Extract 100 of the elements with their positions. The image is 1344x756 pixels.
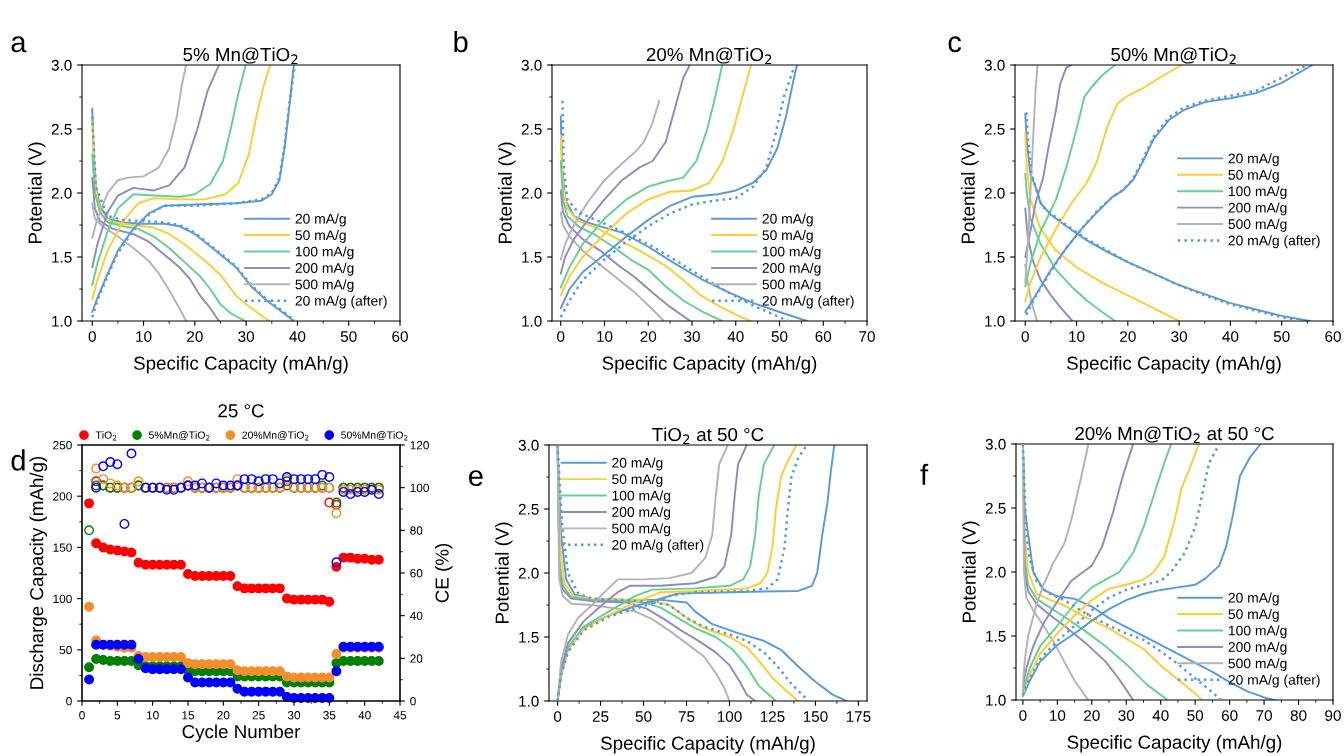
y-axis-title: Potential (V) (495, 522, 513, 624)
x-tick-label: 5 (114, 711, 121, 720)
y-tick-label: 3.0 (51, 59, 72, 71)
y-tick-label: 1.0 (522, 315, 542, 327)
x-tick-label: 0 (88, 331, 96, 342)
chart-title: 20% Mn@TiO$_{2}$ (646, 47, 772, 65)
y-tick-label: 1.0 (985, 315, 1005, 327)
y-tick-label: 200 (53, 492, 72, 501)
legend-label: 20 mA/g (after) (1228, 235, 1320, 249)
chart-title: 5% Mn@TiO$_{2}$ (183, 47, 298, 65)
x-tick-label: 80 (1290, 710, 1307, 721)
text: e (468, 470, 483, 487)
x-tick-label: 90 (1325, 710, 1341, 721)
y-tick-label: 250 (53, 441, 72, 450)
y-tick-label: 100 (53, 594, 72, 603)
x-tick-label: 50 (340, 331, 357, 342)
legend-label: 20 mA/g (612, 457, 663, 471)
y-tick-label: 1.5 (52, 252, 72, 263)
x-tick-label: 60 (1221, 710, 1238, 721)
y-axis-title: Potential (V) (962, 521, 980, 623)
chart-title: 20% Mn@TiO$_{2}$ at 50 °C (1075, 426, 1274, 444)
legend-label: TiO$_{2}$ (95, 431, 117, 441)
x-tick-label: 15 (182, 711, 195, 720)
legend-label: 5%Mn@TiO$_{2}$ (148, 431, 210, 441)
legend-label: 200 mA/g (762, 262, 821, 276)
x-tick-label: 75 (678, 711, 695, 722)
text: d (11, 449, 25, 471)
y-tick-label: 2.0 (521, 187, 542, 199)
legend-label: 100 mA/g (1228, 625, 1287, 639)
y-tick-label: 1.5 (519, 632, 539, 643)
x-tick-label: 10 (1050, 710, 1066, 721)
y-tick-label: 2.0 (984, 187, 1005, 199)
y-tick-label: 2.5 (51, 123, 72, 135)
y2-tick-label: 40 (409, 611, 423, 621)
legend-label: 50%Mn@TiO$_{2}$ (341, 431, 408, 441)
legend-label: 500 mA/g (1228, 658, 1287, 672)
legend-label: 200 mA/g (1228, 641, 1287, 655)
y-tick-label: 0 (66, 697, 72, 706)
x-tick-label: 0 (1021, 331, 1029, 342)
x-tick-label: 20 (640, 331, 657, 342)
x-tick-label: 20 (1120, 331, 1136, 342)
y-tick-label: 2.0 (518, 567, 539, 579)
legend-label: 20 mA/g (1228, 592, 1279, 606)
y-tick-label: 1.5 (986, 631, 1006, 642)
chart-title: 25 °C (218, 404, 264, 418)
text: f (920, 463, 929, 485)
x-tick-label: 0 (79, 711, 85, 720)
y-tick-label: 1.5 (522, 252, 542, 263)
legend-label: 500 mA/g (612, 523, 671, 537)
x-tick-label: 30 (684, 331, 700, 342)
y-tick-label: 3.0 (984, 59, 1005, 71)
y-tick-label: 1.5 (985, 252, 1005, 263)
x-tick-label: 70 (859, 331, 875, 342)
y-tick-label: 3.0 (518, 439, 539, 451)
y2-axis-title: CE (%) (434, 543, 453, 603)
x-axis-title: Specific Capacity (mAh/g) (134, 356, 348, 374)
y-tick-label: 2.5 (518, 503, 539, 515)
x-tick-label: 20 (217, 711, 230, 720)
legend-label: 20 mA/g (762, 213, 813, 227)
x-tick-label: 60 (392, 331, 408, 342)
x-tick-label: 40 (358, 711, 371, 720)
y2-tick-label: 0 (410, 697, 416, 706)
x-tick-label: 35 (323, 711, 336, 720)
legend-label: 100 mA/g (762, 246, 821, 260)
y-axis-title: Potential (V) (28, 142, 46, 244)
y-tick-label: 2.0 (51, 187, 72, 199)
y-tick-label: 2.5 (521, 123, 542, 135)
x-tick-label: 0 (1019, 710, 1027, 721)
legend-label: 50 mA/g (612, 473, 663, 487)
text: a (11, 36, 27, 53)
x-axis-title: Specific Capacity (mAh/g) (1067, 735, 1282, 753)
chart-title: 50% Mn@TiO$_{2}$ (1111, 47, 1236, 65)
x-tick-label: 60 (815, 331, 832, 342)
x-axis-title: Specific Capacity (mAh/g) (601, 736, 815, 754)
x-tick-label: 0 (553, 711, 562, 722)
x-tick-label: 20 (187, 331, 203, 342)
x-tick-label: 50 (1273, 331, 1290, 342)
x-tick-label: 150 (803, 711, 828, 722)
legend-label: 500 mA/g (1228, 218, 1287, 232)
y-tick-label: 2.5 (984, 123, 1005, 135)
x-tick-label: 10 (136, 331, 152, 342)
y2-tick-label: 100 (410, 483, 429, 493)
x-tick-label: 10 (597, 331, 613, 342)
y-tick-label: 2.0 (985, 566, 1006, 578)
legend-label: 100 mA/g (295, 246, 354, 260)
chart-title: TiO$_{2}$ at 50 °C (652, 427, 764, 445)
x-tick-label: 30 (1118, 710, 1135, 721)
y2-tick-label: 60 (410, 569, 423, 578)
x-tick-label: 40 (727, 331, 744, 342)
x-tick-label: 50 (1187, 710, 1204, 721)
x-tick-label: 10 (147, 711, 159, 720)
x-tick-label: 30 (287, 711, 301, 720)
y2-tick-label: 80 (410, 526, 423, 535)
legend-label: 200 mA/g (295, 262, 354, 276)
legend-label: 200 mA/g (1228, 202, 1287, 216)
y2-tick-label: 20 (410, 654, 423, 663)
y2-tick-label: 120 (410, 441, 429, 450)
x-tick-label: 40 (289, 331, 306, 342)
x-tick-label: 50 (771, 331, 788, 342)
y-tick-label: 50 (59, 645, 72, 655)
